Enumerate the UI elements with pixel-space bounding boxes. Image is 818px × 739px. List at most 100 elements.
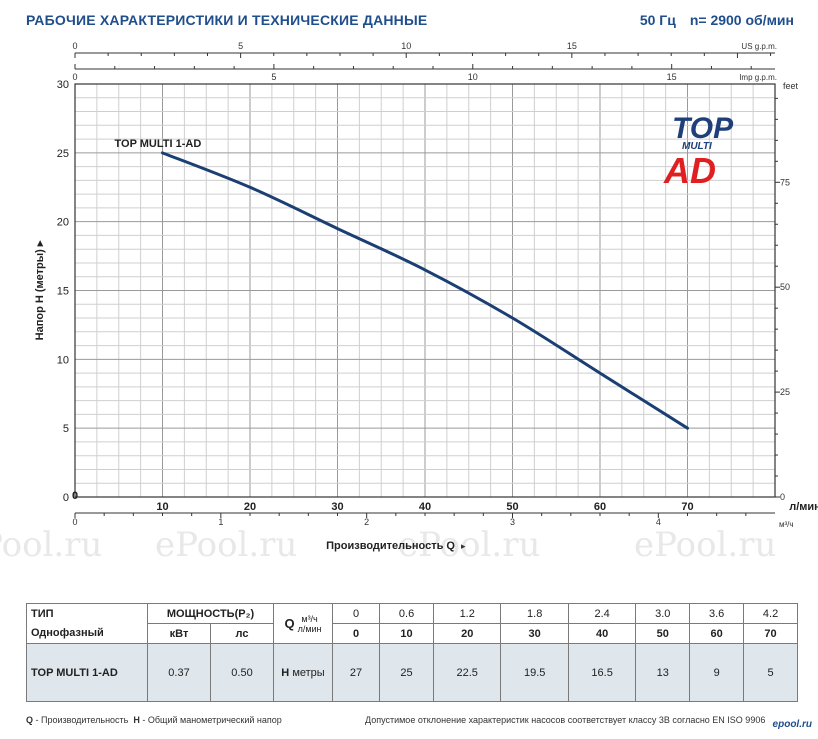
hp-header: лс xyxy=(210,623,274,644)
us-gpm-tick-label: 15 xyxy=(567,41,577,51)
q-unit-m3h: м³/ч xyxy=(301,613,318,624)
y-tick-label: 10 xyxy=(57,354,69,366)
type-header: ТИП xyxy=(26,603,148,624)
q-m3h-3: 1.8 xyxy=(500,603,569,624)
rotation-speed: n= 2900 об/мин xyxy=(689,12,794,28)
power-header: МОЩНОСТЬ(P₂) xyxy=(147,603,274,624)
y-tick-label: 15 xyxy=(57,286,69,298)
table-header-row-2: Однофазный кВт лс 0 10 20 30 40 50 60 70 xyxy=(26,623,798,644)
head-7: 5 xyxy=(743,643,798,702)
feet-tick-label: 0 xyxy=(780,492,785,502)
imp-gpm-tick-label: 0 xyxy=(72,72,77,82)
kw-cell: 0.37 xyxy=(147,643,211,702)
us-gpm-unit: US g.p.m. xyxy=(741,42,777,51)
m3h-unit: м³/ч xyxy=(779,520,794,529)
frequency: 50 Гц xyxy=(639,12,676,28)
us-gpm-tick-label: 0 xyxy=(72,41,77,51)
footer-legend: Q - Производительность H - Общий маномет… xyxy=(26,715,282,725)
head-4: 16.5 xyxy=(567,643,637,702)
head-1: 25 xyxy=(379,643,434,702)
x-tick-label: 70 xyxy=(681,501,693,513)
q-m3h-7: 4.2 xyxy=(743,603,798,624)
frequency-speed: 50 Гц n= 2900 об/мин xyxy=(626,12,794,28)
y-tick-label: 0 xyxy=(63,492,69,504)
m3h-tick-label: 4 xyxy=(656,517,661,527)
logo-top-text: TOP xyxy=(672,112,734,145)
q-m3h-1: 0.6 xyxy=(379,603,434,624)
phase-header: Однофазный xyxy=(26,623,148,644)
model-cell: TOP MULTI 1-AD xyxy=(26,643,148,702)
m3h-tick-label: 2 xyxy=(364,517,369,527)
q-lmin-3: 30 xyxy=(500,623,569,644)
footer-brand: epool.ru xyxy=(772,719,812,730)
watermark-text: ePool.ru xyxy=(0,525,102,565)
chart-frame xyxy=(74,52,776,514)
table-row: TOP MULTI 1-AD 0.37 0.50 H метры 27 25 2… xyxy=(26,643,798,702)
q-m3h-0: 0 xyxy=(331,603,381,624)
page-title: РАБОЧИЕ ХАРАКТЕРИСТИКИ И ТЕХНИЧЕСКИЕ ДАН… xyxy=(26,12,428,28)
m3h-tick-label: 0 xyxy=(72,517,77,527)
x-tick-label-zero: 0 xyxy=(72,490,78,502)
x-unit: л/мин xyxy=(789,501,818,513)
imp-gpm-unit: Imp g.p.m. xyxy=(739,73,777,82)
m3h-tick-label: 3 xyxy=(510,517,515,527)
kw-header: кВт xyxy=(147,623,211,644)
footer-q-desc: - Производительность xyxy=(33,715,129,725)
feet-unit: feet xyxy=(783,81,799,91)
head-0: 27 xyxy=(331,643,381,702)
footer-h-desc: - Общий манометрический напор xyxy=(139,715,282,725)
q-lmin-7: 70 xyxy=(743,623,798,644)
y-tick-label: 25 xyxy=(57,148,69,160)
watermark-text: ePool.ru xyxy=(398,525,540,565)
y-axis-label: Напор Н (метры) ▸ xyxy=(34,240,46,340)
watermark-text: ePool.ru xyxy=(155,525,297,565)
feet-tick-label: 75 xyxy=(780,177,790,187)
feet-tick-label: 50 xyxy=(780,282,790,292)
feet-tick-label: 25 xyxy=(780,387,790,397)
axis-ticks xyxy=(74,53,780,518)
q-lmin-2: 20 xyxy=(432,623,502,644)
footer-h-key: H xyxy=(133,715,140,725)
imp-gpm-tick-label: 15 xyxy=(667,72,677,82)
h-label-cell: H метры xyxy=(273,643,333,702)
logo-ad-text: AD xyxy=(663,150,716,191)
hp-cell: 0.50 xyxy=(210,643,274,702)
y-tick-label: 20 xyxy=(57,217,69,229)
x-tick-label: 50 xyxy=(506,501,518,513)
imp-gpm-tick-label: 5 xyxy=(271,72,276,82)
x-axis-label: Производительность Q xyxy=(326,540,455,552)
x-tick-label: 10 xyxy=(156,501,168,513)
q-m3h-4: 2.4 xyxy=(567,603,637,624)
head-3: 19.5 xyxy=(500,643,569,702)
x-tick-label: 40 xyxy=(419,501,431,513)
x-axis-arrow: ▸ xyxy=(461,541,466,551)
q-m3h-6: 3.6 xyxy=(689,603,745,624)
imp-gpm-tick-label: 10 xyxy=(468,72,478,82)
y-tick-label: 5 xyxy=(63,423,69,435)
watermark-text: ePool.ru xyxy=(634,525,776,565)
x-tick-label: 30 xyxy=(331,501,343,513)
m3h-tick-label: 1 xyxy=(218,517,223,527)
q-unit-lmin: л/мин xyxy=(297,623,322,634)
head-2: 22.5 xyxy=(432,643,502,702)
x-tick-label: 20 xyxy=(244,501,256,513)
q-m3h-2: 1.2 xyxy=(432,603,502,624)
q-m3h-5: 3.0 xyxy=(635,603,691,624)
y-tick-label: 30 xyxy=(57,79,69,91)
series-label: TOP MULTI 1-AD xyxy=(115,138,202,150)
q-lmin-6: 60 xyxy=(689,623,745,644)
footer-note: Допустимое отклонение характеристик насо… xyxy=(365,715,766,725)
us-gpm-tick-label: 10 xyxy=(401,41,411,51)
axis-labels: 0 5 10 15 US g.p.m.0 5 10 15 Imp g.p.m.10 20 30 40 5… xyxy=(34,41,818,552)
logo-multi-text: MULTI xyxy=(682,141,712,152)
q-header: Q м³/ч л/мин xyxy=(273,603,333,644)
watermarks: ePool.ru ePool.ru ePool.ru ePool.ru xyxy=(0,525,776,565)
footer-q-key: Q xyxy=(26,715,34,725)
h-unit: метры xyxy=(292,666,325,679)
h-letter: H xyxy=(281,666,290,679)
plot-border xyxy=(74,83,776,498)
head-5: 13 xyxy=(635,643,691,702)
us-gpm-tick-label: 5 xyxy=(238,41,243,51)
chart-series: TOP MULTI 1-AD xyxy=(115,138,689,430)
